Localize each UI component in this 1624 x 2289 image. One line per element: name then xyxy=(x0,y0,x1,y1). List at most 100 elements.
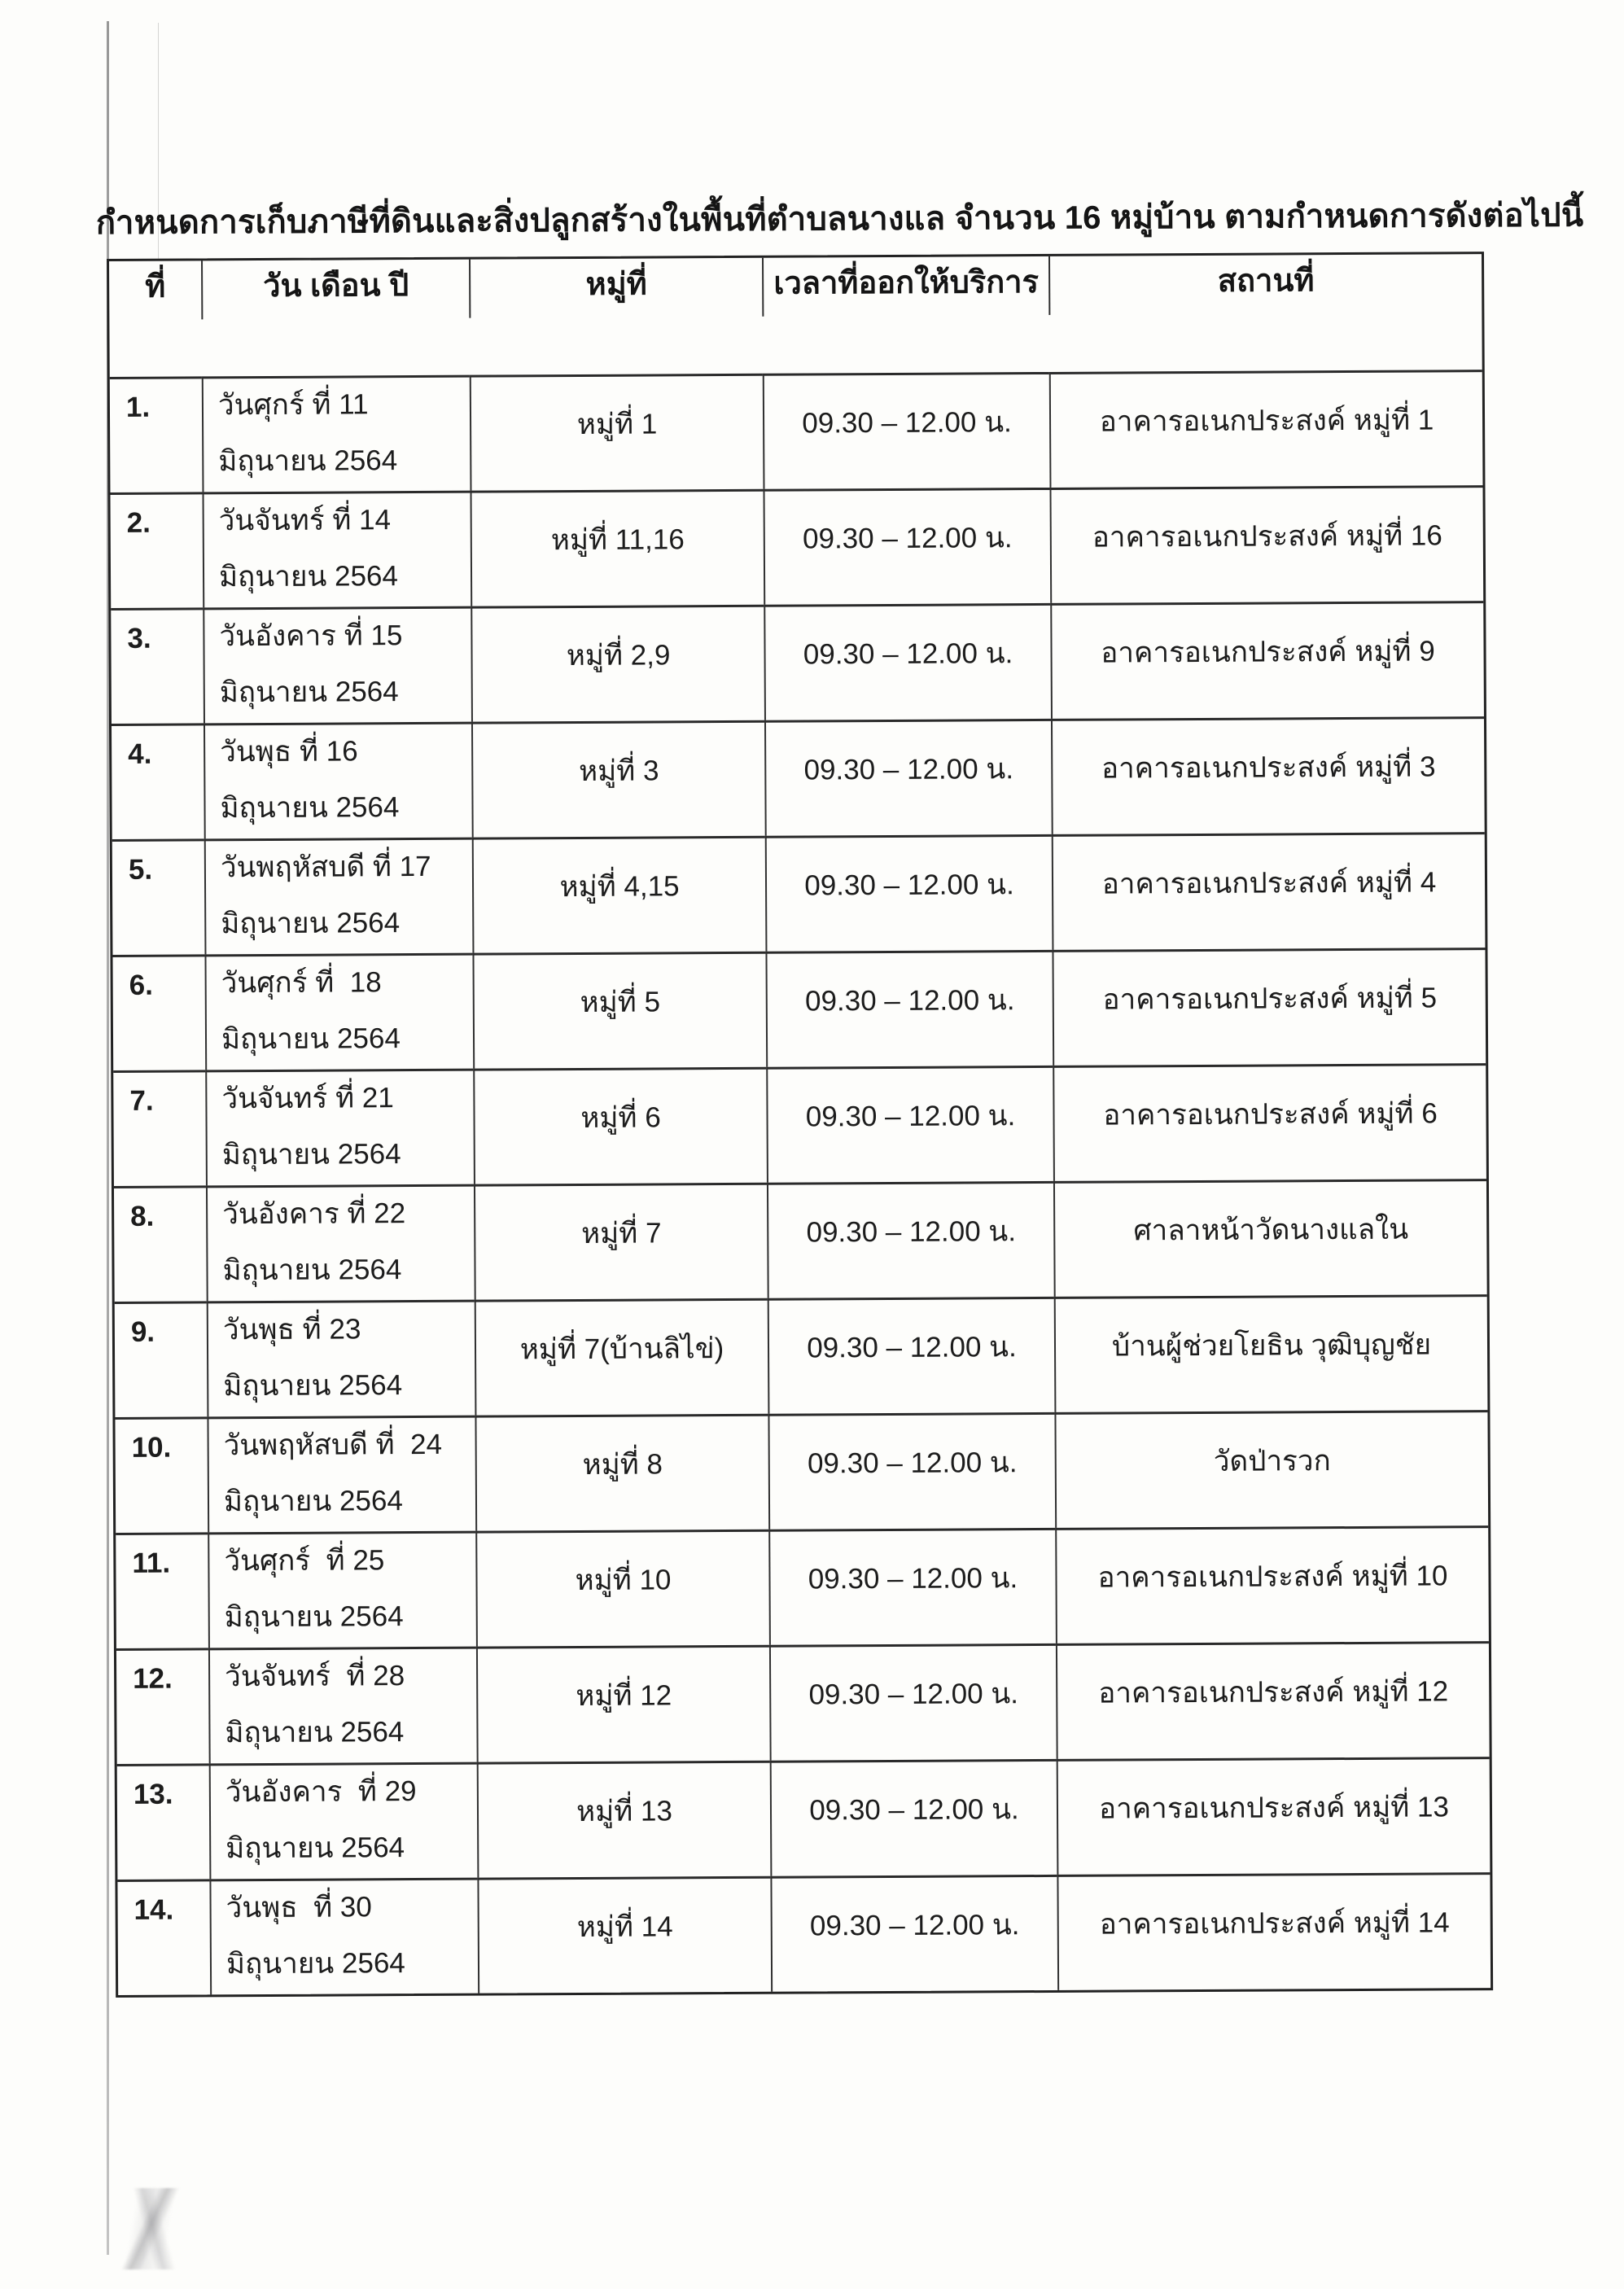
cell-no: 8. xyxy=(113,1185,207,1302)
cell-no: 2. xyxy=(110,492,204,608)
cell-moo: หมู่ที่ 4,15 xyxy=(471,835,766,953)
cell-location: อาคารอเนกประสงค์ หมู่ที่ 6 xyxy=(1053,1063,1486,1181)
date-line-1: วันศุกร์ ที่ 25 xyxy=(224,1544,385,1578)
cell-no: 9. xyxy=(114,1301,208,1417)
cell-date: วันศุกร์ ที่ 11 มิถุนายน 2564 xyxy=(201,374,471,492)
cell-moo: หมู่ที่ 10 xyxy=(475,1529,769,1647)
cell-moo: หมู่ที่ 3 xyxy=(471,720,765,838)
date-line-2: มิถุนายน 2564 xyxy=(223,1369,403,1403)
cell-location: บ้านผู้ช่วยโยธิน วุฒิบุญชัย xyxy=(1053,1294,1488,1412)
cell-moo: หมู่ที่ 12 xyxy=(475,1644,770,1762)
cell-no: 6. xyxy=(112,954,206,1070)
date-line-2: มิถุนายน 2564 xyxy=(218,560,399,593)
cell-time: 09.30 – 12.00 น. xyxy=(770,1874,1058,1992)
date-line-2: มิถุนายน 2564 xyxy=(223,1485,403,1518)
cell-date: วันพฤหัสบดี ที่ 17 มิถุนายน 2564 xyxy=(204,837,473,955)
cell-time: 09.30 – 12.00 น. xyxy=(768,1643,1057,1761)
scan-smudge xyxy=(104,2188,202,2269)
cell-location: อาคารอเนกประสงค์ หมู่ที่ 9 xyxy=(1050,601,1484,719)
cell-date: วันพุธ ที่ 16 มิถุนายน 2564 xyxy=(203,721,472,839)
cell-moo: หมู่ที่ 5 xyxy=(472,951,767,1069)
cell-location: อาคารอเนกประสงค์ หมู่ที่ 16 xyxy=(1049,485,1484,603)
cell-time: 09.30 – 12.00 น. xyxy=(769,1758,1057,1876)
cell-moo: หมู่ที่ 11,16 xyxy=(470,488,764,606)
cell-moo: หมู่ที่ 7 xyxy=(473,1182,768,1300)
cell-time: 09.30 – 12.00 น. xyxy=(763,487,1051,605)
cell-moo: หมู่ที่ 6 xyxy=(473,1066,767,1184)
cell-date: วันพุธ ที่ 23 มิถุนายน 2564 xyxy=(206,1299,475,1417)
cell-date: วันพุธ ที่ 30 มิถุนายน 2564 xyxy=(209,1877,479,1995)
cell-date: วันอังคาร ที่ 22 มิถุนายน 2564 xyxy=(205,1184,475,1302)
cell-moo: หมู่ที่ 2,9 xyxy=(471,604,764,722)
date-line-1: วันพุธ ที่ 30 xyxy=(225,1891,372,1924)
cell-time: 09.30 – 12.00 น. xyxy=(765,949,1053,1067)
date-line-2: มิถุนายน 2564 xyxy=(225,1947,405,1980)
document-title: กำหนดการเก็บภาษีที่ดินและสิ่งปลูกสร้างใน… xyxy=(95,197,1584,242)
cell-no: 1. xyxy=(109,376,203,492)
date-line-2: มิถุนายน 2564 xyxy=(225,1716,405,1749)
date-line-1: วันพุธ ที่ 23 xyxy=(222,1313,361,1346)
cell-no: 10. xyxy=(115,1416,208,1533)
cell-date: วันอังคาร ที่ 15 มิถุนายน 2564 xyxy=(203,606,471,724)
cell-location: อาคารอเนกประสงค์ หมู่ที่ 13 xyxy=(1056,1757,1490,1875)
date-line-1: วันพฤหัสบดี ที่ 24 xyxy=(223,1428,443,1462)
cell-date: วันพฤหัสบดี ที่ 24 มิถุนายน 2564 xyxy=(207,1415,476,1533)
cell-no: 3. xyxy=(111,607,204,724)
date-line-2: มิถุนายน 2564 xyxy=(221,1022,401,1056)
cell-time: 09.30 – 12.00 น. xyxy=(762,371,1050,489)
date-line-1: วันพฤหัสบดี ที่ 17 xyxy=(220,850,431,884)
cell-date: วันจันทร์ ที่ 21 มิถุนายน 2564 xyxy=(205,1068,474,1186)
header-location: สถานที่ xyxy=(1048,254,1482,315)
cell-no: 5. xyxy=(112,838,205,955)
date-line-1: วันจันทร์ ที่ 21 xyxy=(221,1082,394,1115)
cell-time: 09.30 – 12.00 น. xyxy=(768,1411,1056,1530)
date-line-2: มิถุนายน 2564 xyxy=(218,444,398,478)
date-line-2: มิถุนายน 2564 xyxy=(225,1832,405,1865)
cell-time: 09.30 – 12.00 น. xyxy=(768,1527,1056,1645)
cell-moo: หมู่ที่ 7(บ้านลิไข่) xyxy=(474,1298,768,1416)
cell-moo: หมู่ที่ 13 xyxy=(476,1760,771,1878)
cell-location: อาคารอเนกประสงค์ หมู่ที่ 4 xyxy=(1051,832,1486,950)
cell-time: 09.30 – 12.00 น. xyxy=(766,1065,1053,1183)
cell-moo: หมู่ที่ 14 xyxy=(477,1875,772,1994)
date-line-2: มิถุนายน 2564 xyxy=(219,676,399,709)
header-no: ที่ xyxy=(145,269,166,304)
date-line-2: มิถุนายน 2564 xyxy=(221,907,401,940)
date-line-1: วันอังคาร ที่ 15 xyxy=(219,619,403,653)
cell-location: อาคารอเนกประสงค์ หมู่ที่ 5 xyxy=(1052,948,1486,1066)
cell-time: 09.30 – 12.00 น. xyxy=(767,1296,1055,1414)
header-moo: หมู่ที่ xyxy=(469,257,763,318)
cell-location: อาคารอเนกประสงค์ หมู่ที่ 1 xyxy=(1048,370,1483,488)
cell-location: อาคารอเนกประสงค์ หมู่ที่ 14 xyxy=(1057,1872,1491,1990)
date-line-2: มิถุนายน 2564 xyxy=(224,1600,404,1634)
cell-time: 09.30 – 12.00 น. xyxy=(764,718,1052,836)
cell-no: 13. xyxy=(116,1763,210,1880)
date-line-1: วันอังคาร ที่ 22 xyxy=(222,1197,406,1231)
cell-date: วันศุกร์ ที่ 18 มิถุนายน 2564 xyxy=(204,952,474,1070)
date-line-1: วันอังคาร ที่ 29 xyxy=(225,1775,417,1809)
cell-no: 12. xyxy=(116,1648,209,1764)
date-line-1: วันจันทร์ ที่ 14 xyxy=(218,504,392,537)
cell-date: วันจันทร์ ที่ 14 มิถุนายน 2564 xyxy=(202,490,471,608)
scan-edge-line xyxy=(107,21,109,2255)
document-content: กำหนดการเก็บภาษีที่ดินและสิ่งปลูกสร้างใน… xyxy=(0,0,1622,1998)
date-line-2: มิถุนายน 2564 xyxy=(221,1138,401,1171)
cell-time: 09.30 – 12.00 น. xyxy=(766,1180,1054,1298)
cell-no: 11. xyxy=(116,1532,208,1648)
cell-moo: หมู่ที่ 8 xyxy=(475,1413,769,1531)
cell-time: 09.30 – 12.00 น. xyxy=(764,602,1051,720)
date-line-1: วันศุกร์ ที่ 18 xyxy=(221,966,382,1000)
date-line-1: วันพุธ ที่ 16 xyxy=(220,735,358,768)
date-line-1: วันจันทร์ ที่ 28 xyxy=(225,1660,405,1693)
cell-location: อาคารอเนกประสงค์ หมู่ที่ 3 xyxy=(1050,716,1485,834)
cell-no: 14. xyxy=(117,1879,211,1995)
cell-no: 4. xyxy=(111,723,204,839)
cell-location: อาคารอเนกประสงค์ หมู่ที่ 10 xyxy=(1055,1525,1489,1643)
cell-moo: หมู่ที่ 1 xyxy=(469,373,764,491)
cell-date: วันศุกร์ ที่ 25 มิถุนายน 2564 xyxy=(208,1530,476,1648)
scan-edge-line-faint xyxy=(158,23,159,260)
header-time: เวลาที่ออกให้บริการ xyxy=(762,256,1049,317)
cell-location: วัดป่ารวก xyxy=(1054,1410,1489,1528)
date-line-1: วันศุกร์ ที่ 11 xyxy=(217,388,369,422)
